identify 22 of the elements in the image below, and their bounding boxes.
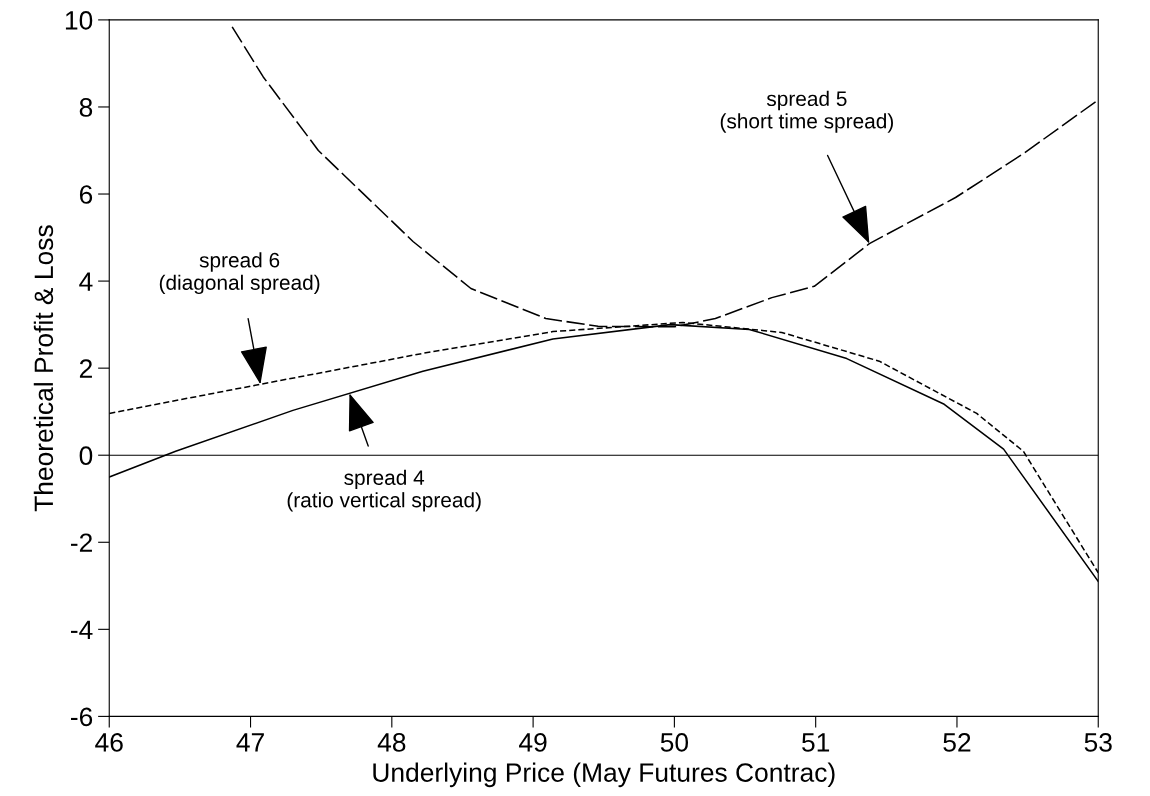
x-tick-label: 50 [660,733,689,752]
y-tick-label: -4 [70,620,93,639]
y-tick-label: -6 [70,707,93,727]
x-tick-label: 53 [1084,733,1112,752]
x-tick-label: 49 [519,733,547,752]
y-tick-label: 0 [79,446,93,466]
annotation: spread 5 (short time spread) [720,90,893,133]
x-tick-label: 48 [377,733,406,752]
x-tick-label: 47 [236,733,264,752]
annotation: spread 4 (ratio vertical spread) [287,469,481,512]
x-tick-label: 52 [943,733,971,752]
y-tick-label: 10 [65,11,93,30]
y-tick-label: 6 [79,185,93,204]
y-tick-label: 8 [79,98,93,117]
y-axis-title: Theoretical Profit & Loss [33,225,54,512]
x-tick-label: 46 [95,733,123,752]
x-axis-title: Underlying Price (May Futures Contrac) [373,762,835,788]
annotation: spread 6 (diagonal spread) [159,252,320,295]
y-tick-label: -2 [70,533,92,552]
y-tick-label: 4 [79,272,93,291]
x-tick-label: 51 [802,733,830,752]
y-tick-label: 2 [79,359,92,378]
